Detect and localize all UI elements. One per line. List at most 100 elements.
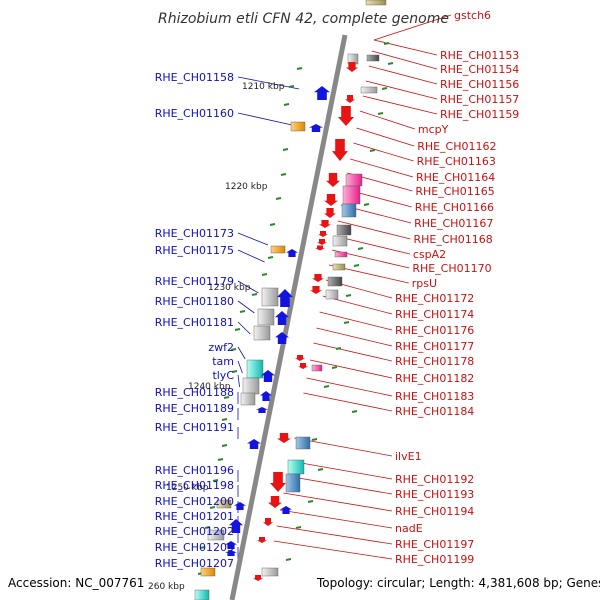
accession-text: Accession: NC_007761 (8, 576, 144, 590)
gene-label-left: RHE_CH01158 (155, 71, 234, 84)
scale-tick (296, 67, 303, 70)
scale-tick (275, 197, 282, 200)
gene-label-right: RHE_CH01194 (395, 505, 474, 518)
scale-tick (377, 112, 384, 115)
forward-gene-arrow (277, 289, 293, 307)
leader-line (237, 374, 240, 388)
scale-tick (231, 370, 238, 373)
feature-box (366, 54, 380, 62)
leader-line (350, 158, 414, 178)
leader-line (316, 327, 393, 347)
scale-tick (351, 410, 358, 413)
feature-box (242, 377, 260, 395)
scale-tick (353, 264, 360, 267)
gene-arrows (225, 62, 358, 581)
gene-label-left: RHE_CH01200 (155, 495, 234, 508)
gene-labels: RHE_CH01158 RHE_CH01160 RHE_CH01173 RHE_CH0… (155, 9, 520, 570)
feature-box (365, 0, 387, 6)
scale-tick (282, 148, 289, 151)
forward-gene-arrow (280, 506, 292, 514)
feature-box (360, 86, 378, 94)
reverse-gene-arrow (253, 575, 263, 581)
gene-label-left: RHE_CH01205 (155, 541, 234, 554)
leader-line (353, 142, 414, 162)
genome-backbone (229, 34, 348, 600)
reverse-gene-arrow (324, 208, 336, 218)
feature-box (200, 567, 216, 577)
feature-box (332, 235, 348, 247)
reverse-gene-arrow (298, 363, 308, 369)
leader-line (237, 360, 243, 374)
reverse-gene-arrow (317, 239, 327, 245)
feature-box (240, 392, 256, 406)
leader-line (237, 280, 259, 294)
leader-line (237, 232, 269, 246)
scale-tick (331, 366, 338, 369)
reverse-gene-arrow (319, 220, 331, 228)
gene-label-right: RHE_CH01156 (440, 78, 519, 91)
leader-line (237, 112, 293, 126)
scale-tick (204, 526, 211, 529)
scale-tick (199, 546, 206, 549)
scale-labels: 1210 kbp 1220 kbp 1230 kbp 1240 kbp 1250 kbp… (148, 82, 285, 592)
gene-label-right: RHE_CH01165 (415, 185, 494, 198)
forward-gene-arrow (261, 370, 275, 382)
gene-label-right: RHE_CH01167 (414, 217, 493, 230)
scale-tick (221, 418, 228, 421)
reverse-gene-arrow (295, 355, 305, 361)
gene-label-left: RHE_CH01207 (155, 557, 234, 570)
gene-label-left: RHE_CH01196 (155, 464, 234, 477)
scale-tick (223, 396, 230, 399)
feature-box (257, 308, 275, 326)
scale-tick (212, 479, 219, 482)
reverse-gene-arrow (270, 472, 286, 492)
reverse-gene-arrow (332, 139, 348, 161)
gene-label-right: gstch6 (454, 9, 491, 22)
leader-line (373, 39, 438, 56)
gene-label-right: RHE_CH01184 (395, 405, 474, 418)
gene-label-right: RHE_CH01182 (395, 372, 474, 385)
feature-box (341, 203, 357, 218)
scale-tick (234, 328, 241, 331)
scale-tick (295, 526, 302, 529)
gene-label-left: RHE_CH01179 (155, 275, 234, 288)
reverse-gene-arrow (277, 433, 291, 443)
feature-box (194, 589, 210, 600)
reverse-gene-arrow (346, 62, 358, 72)
gene-label-left: RHE_CH01191 (155, 421, 234, 434)
gene-label-left: RHE_CH01160 (155, 107, 234, 120)
feature-box (285, 473, 301, 493)
forward-gene-arrow (275, 311, 289, 325)
reverse-gene-arrow (263, 518, 273, 526)
scale-tick (307, 500, 314, 503)
gene-label-right: nadE (395, 522, 423, 535)
topology-text: Topology: circular; Length: 4,381,608 bp… (316, 576, 600, 590)
gene-label-right: ilvE1 (395, 450, 422, 463)
leader-line (337, 220, 411, 240)
leader-line (319, 311, 393, 331)
gene-label-right: RHE_CH01163 (417, 155, 496, 168)
gene-label-right: RHE_CH01197 (395, 538, 474, 551)
feature-box (327, 276, 343, 287)
gene-label-right: RHE_CH01193 (395, 488, 474, 501)
leader-line (306, 377, 393, 397)
feature-box (332, 263, 346, 271)
leader-line (309, 359, 393, 379)
gene-label-left: RHE_CH01198 (155, 479, 234, 492)
scale-tick (280, 173, 287, 176)
scale-label: 1220 kbp (225, 182, 268, 192)
reverse-gene-arrow (315, 245, 325, 251)
leader-line (362, 95, 438, 115)
scale-tick (381, 87, 388, 90)
feature-box (216, 499, 232, 509)
reverse-gene-arrow (310, 286, 322, 294)
feature-box (311, 364, 323, 372)
leader-line (237, 249, 265, 263)
scale-label: 1240 kbp (188, 382, 231, 392)
gene-label-left: RHE_CH01188 (155, 386, 234, 399)
scale-tick (251, 293, 258, 296)
reverse-gene-arrow (268, 496, 282, 508)
leader-line (373, 14, 452, 41)
leader-line (237, 346, 246, 360)
scale-tick (311, 438, 318, 441)
